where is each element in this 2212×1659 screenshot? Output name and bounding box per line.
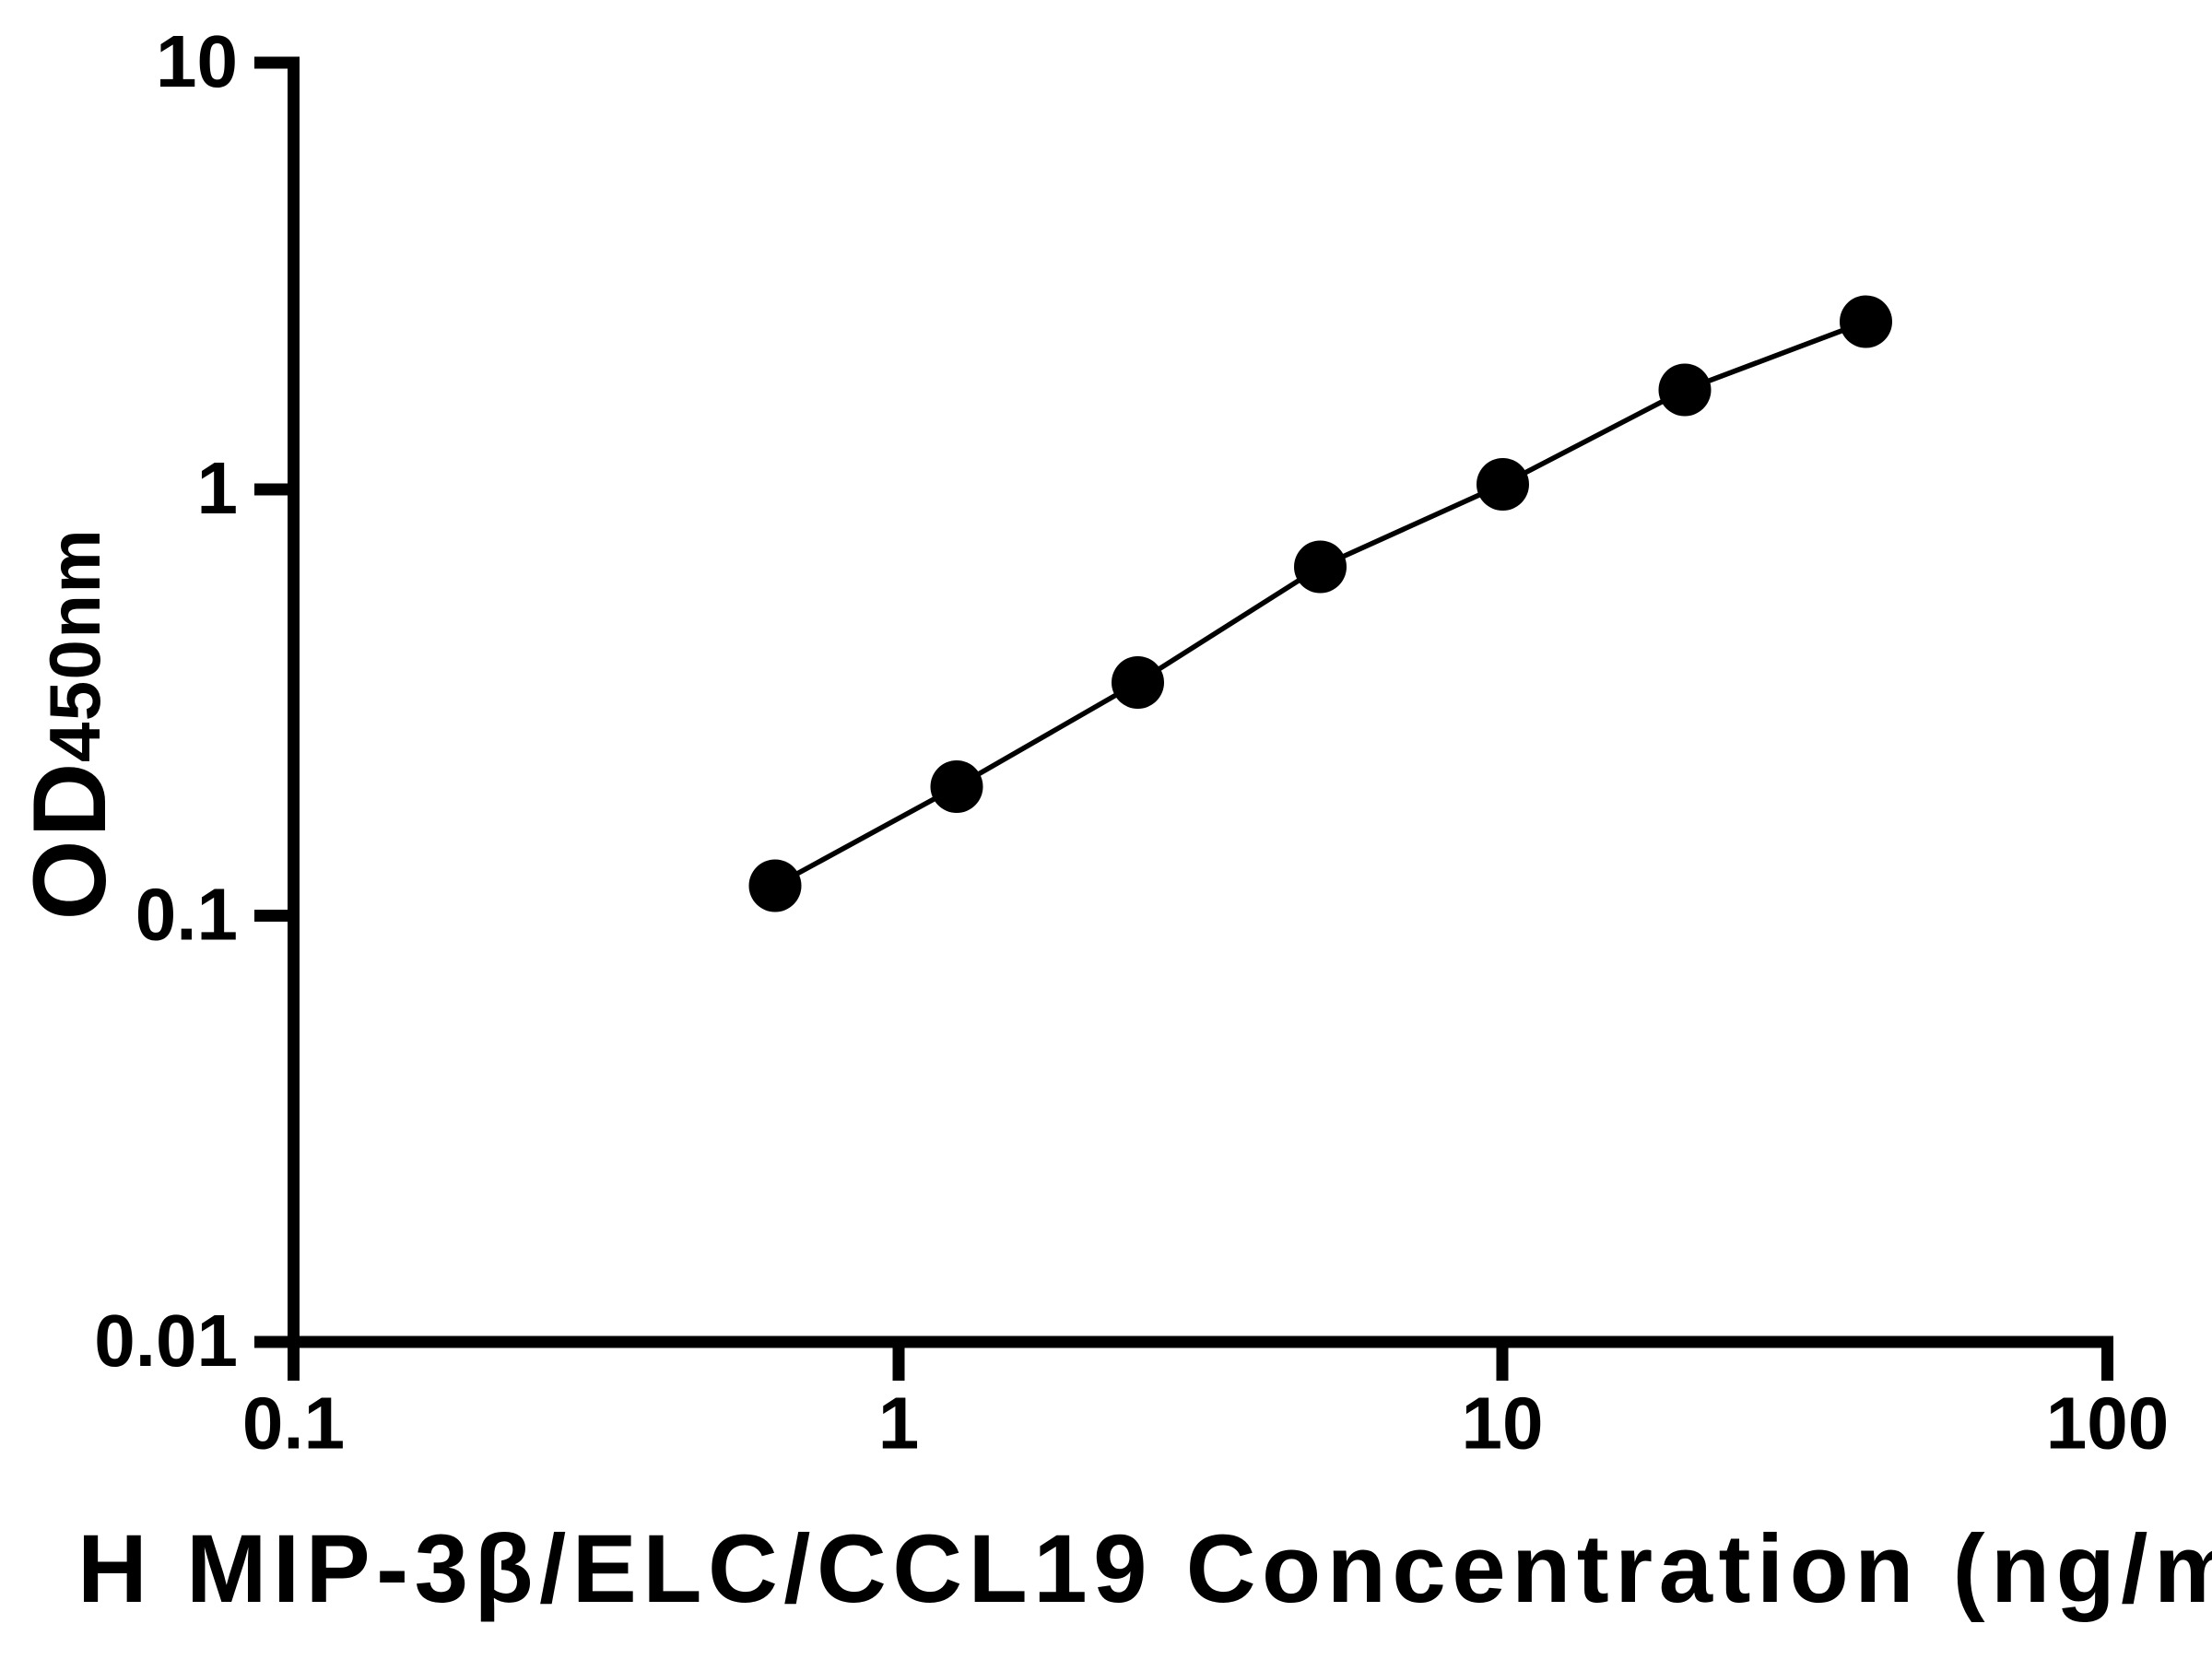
svg-text:450nm: 450nm — [34, 528, 115, 762]
svg-text:0.1: 0.1 — [242, 1382, 345, 1465]
svg-text:1: 1 — [197, 447, 239, 529]
svg-text:10: 10 — [1462, 1382, 1544, 1465]
svg-text:OD: OD — [12, 760, 127, 921]
svg-text:0.1: 0.1 — [135, 874, 238, 956]
svg-text:100: 100 — [2046, 1382, 2169, 1465]
svg-text:1: 1 — [878, 1382, 920, 1465]
svg-text:H MIP-3β/ELC/CCL19 Concentrati: H MIP-3β/ELC/CCL19 Concentration (ng/ml) — [77, 1515, 2212, 1623]
svg-text:10: 10 — [156, 20, 238, 102]
svg-text:0.01: 0.01 — [94, 1300, 238, 1382]
